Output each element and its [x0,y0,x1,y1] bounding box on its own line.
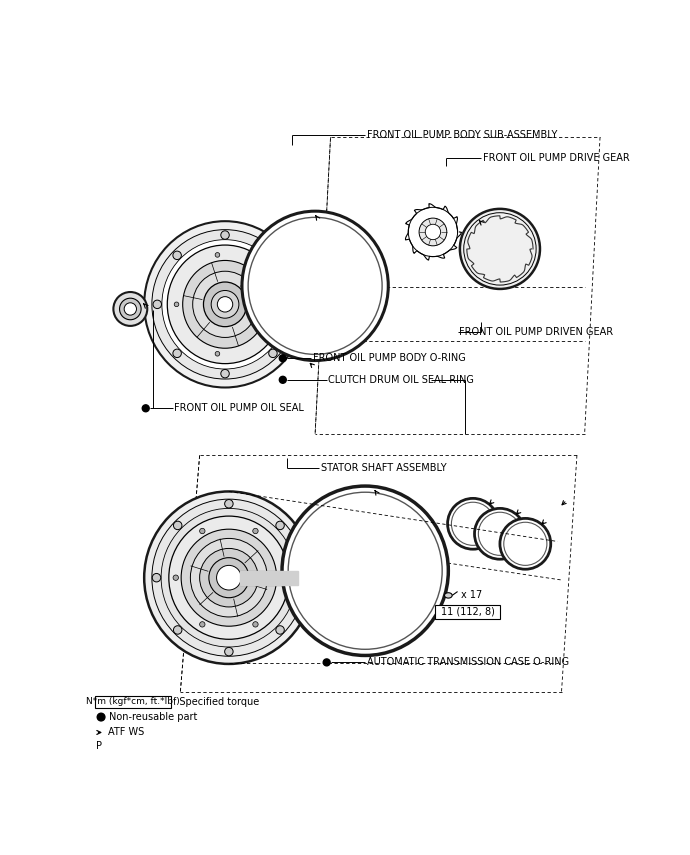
Ellipse shape [152,574,161,582]
Ellipse shape [153,300,161,309]
Ellipse shape [460,209,540,289]
Text: FRONT OIL PUMP BODY O-RING: FRONT OIL PUMP BODY O-RING [313,353,466,363]
Ellipse shape [225,647,233,656]
Ellipse shape [167,245,283,363]
Ellipse shape [448,498,498,549]
Text: x 17: x 17 [461,591,482,600]
Ellipse shape [248,217,382,354]
FancyBboxPatch shape [95,695,171,708]
Ellipse shape [500,518,551,569]
Ellipse shape [253,622,258,627]
Ellipse shape [217,565,241,590]
Ellipse shape [193,271,257,338]
Ellipse shape [253,528,258,534]
Text: FRONT OIL PUMP OIL SEAL: FRONT OIL PUMP OIL SEAL [174,404,304,413]
Ellipse shape [425,224,441,239]
Ellipse shape [225,499,233,508]
Text: Non-reusable part: Non-reusable part [109,712,197,722]
Ellipse shape [211,291,239,318]
Ellipse shape [451,502,495,545]
Ellipse shape [173,626,182,634]
Ellipse shape [199,622,205,627]
Ellipse shape [268,349,277,357]
Ellipse shape [269,286,273,292]
Ellipse shape [217,297,233,312]
Ellipse shape [221,369,229,378]
Text: FRONT OIL PUMP BODY SUB-ASSEMBLY: FRONT OIL PUMP BODY SUB-ASSEMBLY [368,130,558,140]
Circle shape [97,713,105,721]
Ellipse shape [504,522,547,565]
Ellipse shape [282,486,448,656]
Ellipse shape [242,211,388,361]
Ellipse shape [152,499,306,657]
Ellipse shape [161,509,297,647]
Text: 11 (112, 8): 11 (112, 8) [441,606,495,616]
Ellipse shape [475,509,525,559]
Ellipse shape [215,351,219,356]
Ellipse shape [173,251,181,260]
Ellipse shape [419,218,447,246]
Text: FRONT OIL PUMP DRIVE GEAR: FRONT OIL PUMP DRIVE GEAR [483,153,630,163]
Circle shape [279,355,286,362]
Ellipse shape [173,522,182,529]
Ellipse shape [169,516,289,640]
Text: N*m (kgf*cm, ft.*lbf): N*m (kgf*cm, ft.*lbf) [86,697,179,706]
Ellipse shape [183,261,268,348]
Ellipse shape [190,539,268,617]
Ellipse shape [181,529,277,626]
FancyBboxPatch shape [435,604,500,618]
Ellipse shape [268,251,277,260]
Ellipse shape [113,292,147,326]
Ellipse shape [174,302,179,307]
Ellipse shape [288,300,297,309]
Ellipse shape [152,230,298,379]
Ellipse shape [162,239,288,369]
Text: FRONT OIL PUMP DRIVEN GEAR: FRONT OIL PUMP DRIVEN GEAR [459,327,613,337]
Circle shape [142,404,149,412]
Ellipse shape [276,626,284,634]
Ellipse shape [444,593,452,598]
Ellipse shape [408,207,457,256]
Text: P: P [96,740,101,751]
Ellipse shape [297,574,306,582]
Bar [240,571,298,585]
Ellipse shape [276,522,284,529]
Ellipse shape [173,349,181,357]
Ellipse shape [464,213,536,285]
Text: AUTOMATIC TRANSMISSION CASE O-RING: AUTOMATIC TRANSMISSION CASE O-RING [366,657,569,668]
Ellipse shape [173,575,179,581]
Text: STATOR SHAFT ASSEMBLY: STATOR SHAFT ASSEMBLY [321,463,446,474]
Circle shape [323,659,330,666]
Ellipse shape [204,282,246,327]
Circle shape [279,376,286,383]
Text: : Specified torque: : Specified torque [172,697,259,707]
Ellipse shape [279,575,285,581]
Ellipse shape [199,548,258,607]
Ellipse shape [478,512,522,556]
Ellipse shape [124,303,137,315]
Ellipse shape [288,492,442,649]
Ellipse shape [144,221,306,387]
Ellipse shape [119,298,141,320]
Text: ATF WS: ATF WS [108,728,144,738]
Ellipse shape [215,252,219,257]
Ellipse shape [221,231,229,239]
Ellipse shape [199,528,205,534]
Ellipse shape [144,492,313,664]
Ellipse shape [269,317,273,322]
Text: CLUTCH DRUM OIL SEAL RING: CLUTCH DRUM OIL SEAL RING [328,374,474,385]
Ellipse shape [209,557,249,598]
